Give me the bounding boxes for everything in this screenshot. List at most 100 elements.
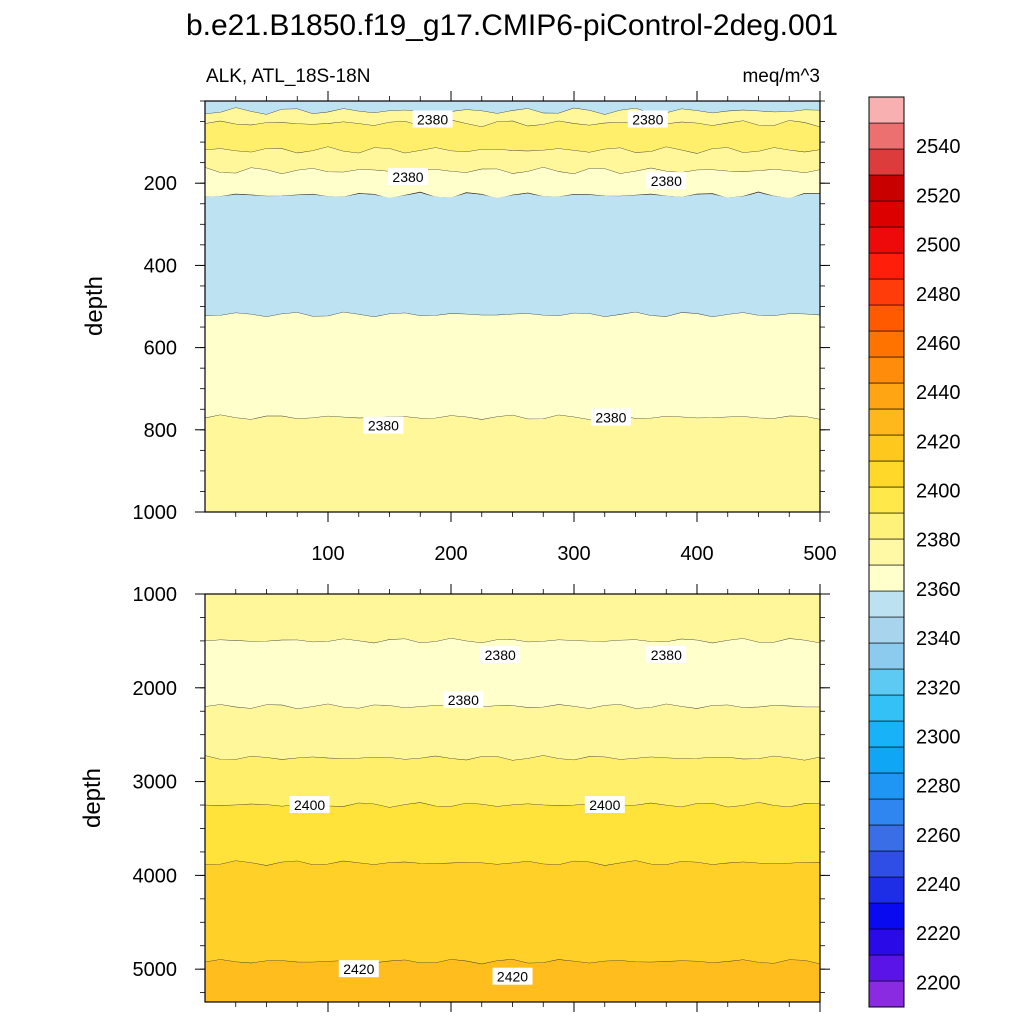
contour-label-text: 2420 bbox=[497, 969, 528, 985]
colorbar-frame bbox=[868, 96, 905, 1008]
contour-band-upper-6 bbox=[205, 312, 820, 420]
colorbar-swatch-9 bbox=[868, 746, 905, 774]
contour-line-upper-4 bbox=[204, 191, 820, 200]
contour-band-lower-2 bbox=[205, 704, 820, 761]
contour-band-upper-2 bbox=[205, 120, 820, 154]
colorbar-swatch-20 bbox=[868, 460, 905, 488]
colorbar-tick-label-12: 2440 bbox=[916, 382, 961, 404]
contour-label-lower-0: 2380 bbox=[480, 646, 521, 663]
colorbar-swatch-24 bbox=[868, 356, 905, 384]
contour-label-bg bbox=[480, 646, 521, 663]
contour-label-lower-6: 2420 bbox=[492, 967, 533, 985]
contour-label-text: 2420 bbox=[343, 961, 374, 977]
y-tick-label-lower-3: 4000 bbox=[133, 865, 178, 887]
colorbar-swatch-2 bbox=[868, 928, 905, 956]
colorbar-swatch-30 bbox=[868, 200, 905, 228]
contour-label-lower-4: 2400 bbox=[584, 796, 625, 813]
x-tick-label-0: 100 bbox=[311, 543, 344, 565]
colorbar-tick-label-10: 2400 bbox=[916, 481, 961, 503]
contour-label-bg bbox=[363, 416, 404, 434]
y-tick-label-lower-2: 3000 bbox=[133, 772, 178, 794]
contour-label-bg bbox=[443, 691, 484, 708]
contour-label-upper-2: 2380 bbox=[388, 168, 428, 185]
contour-band-lower-0 bbox=[205, 594, 820, 644]
colorbar-tick-label-8: 2360 bbox=[916, 579, 961, 601]
colorbar-swatch-8 bbox=[868, 772, 905, 800]
colorbar-swatch-26 bbox=[868, 304, 905, 332]
contour-label-bg bbox=[584, 796, 625, 813]
colorbar-tick-label-14: 2480 bbox=[916, 284, 961, 306]
contour-label-upper-4: 2380 bbox=[363, 416, 404, 434]
colorbar-swatch-11 bbox=[868, 694, 905, 722]
contour-label-lower-5: 2420 bbox=[338, 960, 379, 978]
colorbar-swatch-12 bbox=[868, 668, 905, 696]
contour-label-text: 2380 bbox=[485, 647, 516, 663]
colorbar-swatch-4 bbox=[868, 876, 905, 904]
y-tick-label-upper-2: 600 bbox=[144, 338, 177, 360]
colorbar-tick-label-7: 2340 bbox=[916, 628, 961, 650]
colorbar-swatch-7 bbox=[868, 798, 905, 826]
colorbar-swatch-10 bbox=[868, 720, 905, 748]
contour-label-text: 2380 bbox=[448, 692, 479, 708]
contour-label-bg bbox=[289, 796, 330, 813]
contour-label-lower-1: 2380 bbox=[646, 646, 687, 663]
colorbar-swatch-21 bbox=[868, 434, 905, 462]
colorbar-swatch-0 bbox=[868, 980, 905, 1008]
colorbar-swatch-18 bbox=[868, 512, 905, 540]
contour-band-lower-3 bbox=[205, 755, 820, 808]
contour-label-text: 2380 bbox=[392, 169, 423, 185]
colorbar-tick-label-4: 2280 bbox=[916, 776, 961, 798]
contour-label-bg bbox=[646, 172, 687, 190]
contour-label-bg bbox=[627, 110, 668, 128]
colorbar-tick-label-5: 2300 bbox=[916, 726, 961, 748]
colorbar: 2200 2220 2240 2260 2280 2300 2320 2340 2360 2380… bbox=[868, 96, 961, 1008]
contour-band-lower-4 bbox=[205, 802, 820, 866]
x-tick-label-4: 500 bbox=[803, 543, 836, 565]
colorbar-swatch-14 bbox=[868, 616, 905, 644]
contour-label-bg bbox=[412, 110, 453, 128]
colorbar-swatch-19 bbox=[868, 486, 905, 514]
colorbar-swatch-3 bbox=[868, 902, 905, 930]
colorbar-swatch-15 bbox=[868, 590, 905, 618]
colorbar-tick-label-6: 2320 bbox=[916, 677, 961, 699]
contour-label-lower-3: 2400 bbox=[289, 796, 330, 813]
contour-label-text: 2400 bbox=[294, 797, 325, 813]
lower-panel: 1000 2000 3000 4000 5000 2380 2380 2380 2400 2400… bbox=[133, 584, 830, 1012]
upper-panel: 200 400 600 800 1000 100 200 300 400 500 2380 2380 2… bbox=[133, 91, 837, 565]
contour-label-text: 2380 bbox=[368, 418, 399, 434]
colorbar-tick-label-0: 2200 bbox=[916, 972, 961, 994]
colorbar-swatch-13 bbox=[868, 642, 905, 670]
x-tick-label-2: 300 bbox=[557, 543, 590, 565]
colorbar-swatch-25 bbox=[868, 330, 905, 358]
contour-label-bg bbox=[590, 408, 631, 426]
colorbar-swatch-1 bbox=[868, 954, 905, 982]
colorbar-tick-label-11: 2420 bbox=[916, 431, 961, 453]
figure-title: b.e21.B1850.f19_g17.CMIP6-piControl-2deg… bbox=[186, 9, 838, 42]
colorbar-swatch-31 bbox=[868, 174, 905, 202]
colorbar-tick-label-17: 2540 bbox=[916, 136, 961, 158]
y-tick-label-upper-3: 800 bbox=[144, 420, 177, 442]
colorbar-swatch-27 bbox=[868, 278, 905, 306]
y-tick-label-upper-1: 400 bbox=[144, 255, 177, 277]
contour-band-lower-5 bbox=[205, 860, 820, 965]
colorbar-tick-label-9: 2380 bbox=[916, 530, 961, 552]
variable-label: ALK, ATL_18S-18N bbox=[206, 66, 370, 87]
contour-band-upper-7 bbox=[205, 415, 820, 512]
y-tick-label-lower-1: 2000 bbox=[133, 678, 178, 700]
contour-label-bg bbox=[338, 960, 379, 978]
colorbar-swatch-33 bbox=[868, 122, 905, 150]
x-tick-label-1: 200 bbox=[434, 543, 467, 565]
colorbar-swatch-22 bbox=[868, 408, 905, 436]
contour-label-bg bbox=[388, 168, 428, 185]
colorbar-swatch-28 bbox=[868, 252, 905, 280]
y-tick-label-upper-0: 200 bbox=[144, 173, 177, 195]
y-tick-label-upper-4: 1000 bbox=[133, 502, 178, 524]
colorbar-swatch-16 bbox=[868, 564, 905, 592]
colorbar-swatch-5 bbox=[868, 850, 905, 878]
colorbar-swatch-29 bbox=[868, 226, 905, 254]
contour-band-upper-3 bbox=[205, 146, 820, 174]
contour-band-upper-5 bbox=[205, 193, 820, 317]
colorbar-tick-label-1: 2220 bbox=[916, 923, 961, 945]
contour-label-text: 2380 bbox=[651, 647, 682, 663]
contour-label-upper-0: 2380 bbox=[412, 110, 453, 128]
